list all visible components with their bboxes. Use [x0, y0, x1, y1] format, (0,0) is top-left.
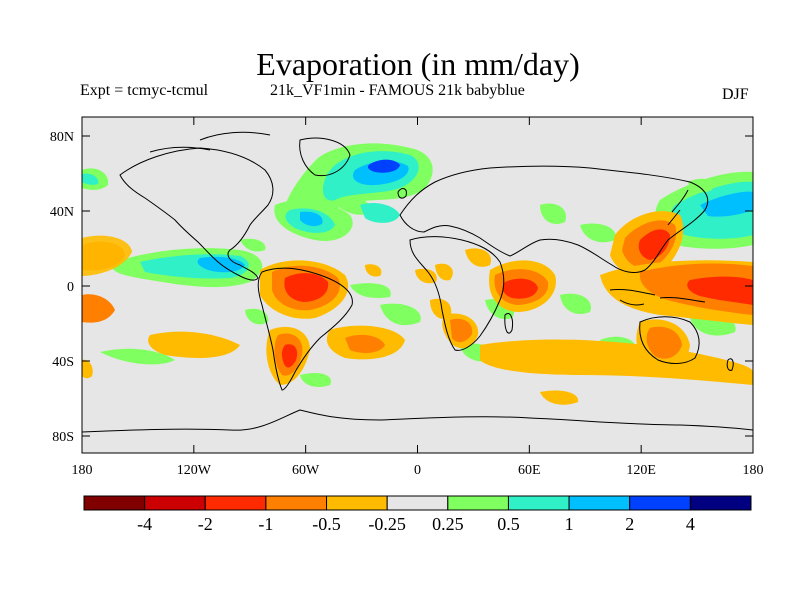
coast-madagascar — [504, 313, 513, 334]
contour-kuroshio-blue — [700, 191, 753, 217]
lon-label: 120W — [177, 463, 212, 478]
coast-eurasia — [399, 165, 709, 273]
colorbar-swatch — [144, 495, 206, 511]
contour-mid-atlantic-blue — [300, 211, 323, 227]
colorbar-swatch — [689, 495, 752, 511]
lat-label: 80S — [52, 430, 74, 445]
contour-patch-green-1 — [240, 238, 266, 252]
coastlines — [82, 131, 753, 433]
lat-label: 80N — [50, 130, 74, 145]
contour-horn-yellow — [465, 248, 491, 267]
contour-northwest-pacific-cyan — [82, 173, 99, 185]
longitude-axis: 180 120W 60W 0 60E 120E 180 — [72, 117, 764, 478]
plot-title: Evaporation (in mm/day) — [256, 46, 580, 82]
contour-patch-green-3 — [350, 283, 391, 298]
colorbar-swatch — [629, 495, 691, 511]
coast-uk — [397, 188, 407, 199]
contour-patch-green-2 — [245, 308, 269, 325]
contour-southern-ocean-yellow — [480, 339, 753, 385]
colorbar-swatch — [83, 495, 146, 511]
contour-patch-green-9 — [560, 293, 591, 315]
colorbar-swatch — [204, 495, 267, 511]
season-label: DJF — [722, 86, 749, 103]
contour-asia-green — [688, 178, 713, 193]
contour-east-africa-red — [502, 278, 538, 299]
colorbar-swatch — [386, 495, 449, 511]
contour-patch-green-6 — [300, 373, 331, 387]
colorbar-label: 0.25 — [432, 514, 464, 534]
colorbar-label: 0.5 — [497, 514, 520, 534]
colorbar-swatch — [265, 495, 328, 511]
coast-africa — [409, 236, 505, 351]
coast-north-america — [119, 147, 274, 281]
colorbar-swatch — [447, 495, 509, 511]
colorbar-label: 4 — [686, 514, 695, 534]
contour-patch-yellow-b — [415, 268, 437, 284]
contour-west-edge-yellow — [82, 235, 132, 276]
colorbar-label: 2 — [625, 514, 634, 534]
experiment-label: Expt = tcmyc-tcmul — [80, 82, 209, 99]
coast-australia — [639, 316, 700, 364]
contour-sahara-yellow — [435, 263, 453, 281]
coast-japan — [667, 189, 689, 226]
colorbar-swatch — [507, 495, 570, 511]
lat-label: 0 — [67, 280, 74, 295]
contour-patagonia-red — [281, 344, 298, 368]
contour-patch-green-4 — [380, 303, 421, 326]
contour-patch-green-11 — [580, 223, 616, 243]
contour-west-europe-cyan — [360, 203, 400, 223]
colorbar-swatch — [568, 495, 631, 511]
lon-label: 120E — [626, 463, 656, 478]
lon-label: 0 — [414, 463, 421, 478]
lon-label: 60W — [292, 463, 320, 478]
colorbar: -4 -2 -1 -0.5 -0.25 0.25 0.5 1 2 4 — [83, 495, 752, 534]
contour-southern-ocean-yellow-2 — [540, 390, 579, 405]
coast-greenland — [299, 137, 351, 177]
coast-indonesia — [609, 289, 706, 306]
contour-fields — [82, 143, 753, 405]
coast-new-zealand — [726, 358, 734, 371]
contour-amazon-red — [284, 273, 329, 302]
colorbar-swatch — [326, 495, 388, 511]
subtitle-label: 21k_VF1min - FAMOUS 21k babyblue — [270, 82, 525, 99]
colorbar-label: -1 — [258, 514, 273, 534]
contour-west-edge-orange-2 — [82, 294, 115, 323]
colorbar-label: -0.25 — [368, 514, 406, 534]
coast-antarctica — [82, 409, 753, 433]
contour-west-edge-yellow-2 — [82, 359, 93, 379]
lon-label: 60E — [518, 463, 541, 478]
contour-south-africa-orange — [450, 318, 473, 343]
coast-south-america — [257, 267, 353, 391]
colorbar-label: -4 — [137, 514, 152, 534]
colorbar-label: -2 — [198, 514, 213, 534]
lon-label: 180 — [743, 463, 764, 478]
colorbar-label: -0.5 — [312, 514, 341, 534]
contour-patch-green-10 — [540, 203, 566, 225]
contour-australia-orange — [646, 326, 682, 359]
contour-warm-pool-red — [687, 276, 753, 305]
lat-label: 40N — [50, 205, 74, 220]
contour-patch-yellow-c — [430, 298, 452, 320]
coast-arctic-islands — [149, 131, 271, 153]
latitude-axis: 80N 40N 0 40S 80S — [50, 130, 753, 445]
contour-patch-yellow-a — [365, 264, 382, 277]
contour-south-atlantic-orange — [345, 334, 385, 353]
colorbar-label: 1 — [565, 514, 574, 534]
lon-label: 180 — [72, 463, 93, 478]
contour-patch-green-5 — [100, 348, 175, 365]
contour-east-asia-red — [638, 229, 670, 260]
lat-label: 40S — [52, 355, 74, 370]
contour-southern-ocean-yellow-3 — [148, 331, 240, 358]
contour-north-atlantic-darkblue — [367, 159, 400, 173]
